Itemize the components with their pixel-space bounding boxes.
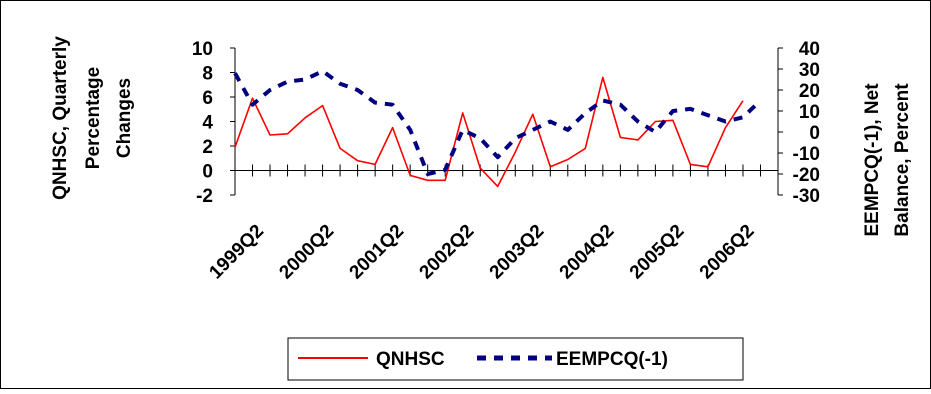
left-axis-tick-label: 8 xyxy=(202,64,213,85)
right-axis-tick-label: -20 xyxy=(793,165,820,186)
left-axis-tick-label: -2 xyxy=(196,186,213,207)
left-axis-tick-label: 10 xyxy=(192,39,213,60)
left-axis-tick-label: 2 xyxy=(202,137,213,158)
right-axis-tick-label: -30 xyxy=(793,186,820,207)
left-axis-tick-label: 0 xyxy=(202,162,213,183)
left-axis-tick-label: 6 xyxy=(202,88,213,109)
legend: QNHSC EEMPCQ(-1) xyxy=(287,337,744,381)
series-layer xyxy=(233,69,762,188)
left-axis-tick-label: 4 xyxy=(202,113,213,134)
right-axis-tick-label: 0 xyxy=(809,123,820,144)
y-axis-right-title-line-1: EEMPCQ(-1), Net xyxy=(862,83,883,237)
y-axis-left-title-line-3: Changes xyxy=(114,78,135,158)
y-axis-right-title-line-2: Balance, Percent xyxy=(892,83,913,237)
legend-label-qnhsc: QNHSC xyxy=(376,349,445,370)
legend-label-eempcq: EEMPCQ(-1) xyxy=(556,349,668,370)
right-axis-tick-label: -10 xyxy=(793,144,820,165)
left-axis: -2 0 2 4 6 8 10 xyxy=(192,39,236,207)
right-axis-tick-label: 20 xyxy=(799,81,820,102)
right-axis-tick-label: 10 xyxy=(799,102,820,123)
y-axis-left-title-line-1: QNHSC, Quarterly xyxy=(50,36,71,200)
y-axis-left-title-line-2: Percentage xyxy=(83,67,104,169)
right-axis-tick-label: 40 xyxy=(799,39,820,60)
right-axis-tick-label: 30 xyxy=(799,60,820,81)
series-line-qnhsc xyxy=(234,76,744,188)
series-line-eempcq xyxy=(233,69,762,176)
